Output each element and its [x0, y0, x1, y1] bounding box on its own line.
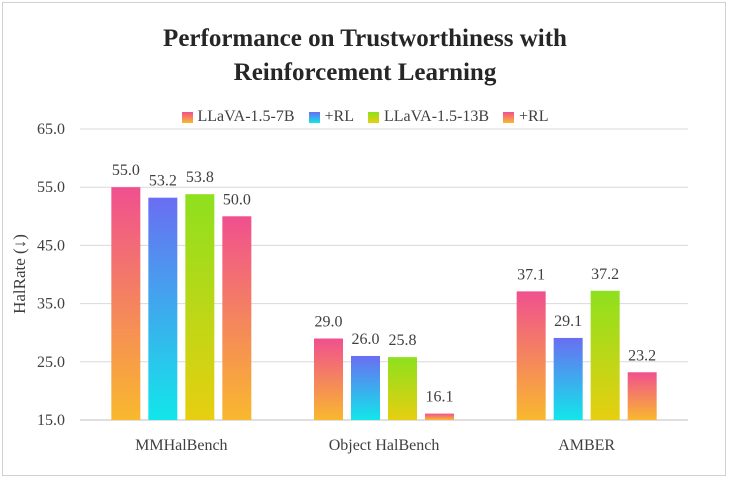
legend-swatch-rl-13b: [503, 111, 515, 123]
chart-legend: LLaVA-1.5-7B +RL LLaVA-1.5-13B +RL: [0, 108, 730, 126]
bar: [111, 187, 141, 420]
bar: [222, 216, 252, 420]
y-tick-label: 45.0: [37, 237, 65, 254]
legend-item-rl-7b: +RL: [308, 108, 354, 126]
bar: [351, 355, 380, 420]
y-tick-label: 65.0: [37, 121, 65, 138]
x-category-label: MMHalBench: [135, 437, 227, 454]
value-label: 53.8: [186, 169, 214, 186]
bar: [553, 337, 583, 420]
y-tick-label: 55.0: [37, 179, 65, 196]
value-label: 55.0: [112, 162, 140, 179]
value-label: 29.1: [554, 313, 582, 330]
value-label: 25.8: [389, 332, 417, 349]
legend-item-llava-13b: LLaVA-1.5-13B: [368, 108, 489, 126]
bar: [185, 194, 215, 420]
chart-title-line-1: Performance on Trustworthiness with: [163, 25, 567, 52]
legend-item-llava-7b: LLaVA-1.5-7B: [181, 108, 295, 126]
legend-label-llava-7b: LLaVA-1.5-7B: [197, 108, 295, 125]
value-labels: 55.0 53.2 53.8 50.0 29.0 26.0 25.8 16.1 37.1 29.1…: [112, 162, 656, 405]
value-label: 37.1: [517, 266, 545, 283]
gridlines: [80, 128, 688, 421]
x-category-label: AMBER: [558, 437, 615, 454]
value-label: 37.2: [591, 266, 619, 283]
y-axis-label: HalRate (↓): [10, 234, 29, 314]
legend-label-rl-13b: +RL: [519, 108, 549, 125]
value-label: 50.0: [223, 191, 251, 208]
chart-title: Performance on Trustworthiness with Rein…: [0, 22, 730, 90]
chart-title-line-2: Reinforcement Learning: [233, 59, 497, 86]
bar: [388, 357, 417, 420]
x-category-label: Object HalBench: [329, 437, 440, 454]
bar: [590, 290, 620, 420]
bar: [516, 291, 546, 420]
legend-swatch-llava-13b: [368, 111, 379, 123]
legend-item-rl-13b: +RL: [503, 108, 549, 126]
value-label: 16.1: [426, 389, 454, 406]
value-label: 23.2: [628, 347, 656, 364]
bar: [314, 338, 343, 420]
y-tick-label: 25.0: [37, 354, 65, 371]
bar: [627, 372, 657, 420]
bars: [111, 187, 657, 420]
legend-swatch-rl-7b: [308, 111, 320, 123]
y-tick-label: 35.0: [37, 296, 65, 313]
bar: [148, 197, 178, 420]
legend-swatch-llava-7b: [181, 111, 193, 123]
value-label: 29.0: [315, 314, 343, 331]
bar: [425, 413, 454, 420]
value-label: 26.0: [352, 331, 380, 348]
legend-label-rl-7b: +RL: [324, 108, 354, 125]
x-axis-categories: MMHalBench Object HalBench AMBER: [135, 437, 615, 454]
y-tick-label: 15.0: [37, 412, 65, 429]
y-axis-ticks: 15.0 25.0 35.0 45.0 55.0 65.0: [37, 121, 65, 429]
value-label: 53.2: [149, 173, 177, 190]
legend-label-llava-13b: LLaVA-1.5-13B: [384, 108, 490, 125]
